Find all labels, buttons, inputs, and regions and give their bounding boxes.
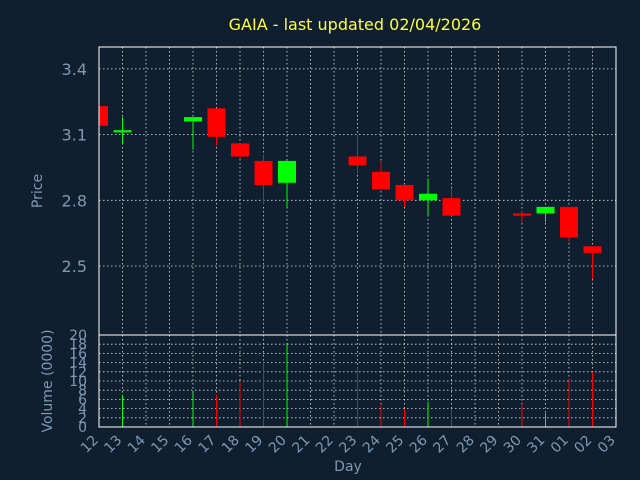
price-axis-ticks: 2.5 2.8 3.1 3.4 [62, 60, 87, 276]
x-tick-label-13: 13 [101, 433, 125, 457]
volume-panel-frame [98, 334, 617, 428]
chart-title: GAIA - last updated 02/04/2026 [229, 15, 482, 34]
candle-body-25 [395, 184, 414, 201]
candle-body-18 [231, 143, 249, 157]
x-tick-label-14: 14 [125, 432, 149, 456]
volume-tick-label: 16 [69, 346, 87, 362]
x-tick-label-26: 26 [407, 432, 431, 456]
volume-tick-label: 18 [69, 337, 87, 353]
candle-body-30 [513, 213, 531, 216]
x-tick-label-19: 19 [242, 433, 266, 457]
day-axis-label: Day [334, 459, 362, 475]
x-tick-label-01: 01 [548, 433, 572, 457]
price-tick-label: 3.1 [62, 126, 87, 145]
volume-tick-label: 12 [69, 365, 87, 381]
x-tick-label-25: 25 [383, 433, 407, 457]
x-tick-label-27: 27 [430, 433, 454, 457]
volume-tick-label: 6 [78, 392, 87, 408]
candle-body-27 [442, 198, 461, 216]
x-tick-label-02: 02 [571, 433, 595, 457]
x-tick-label-15: 15 [148, 433, 172, 457]
candle-body-12 [99, 106, 108, 126]
x-tick-label-16: 16 [172, 432, 196, 456]
x-tick-label-30: 30 [501, 433, 525, 457]
price-tick-label: 2.5 [62, 257, 87, 276]
volume-tick-label: 0 [78, 420, 87, 436]
price-axis-label: Price [30, 174, 46, 208]
volume-axis-label: Volume (0000) [40, 329, 56, 432]
volume-tick-label: 4 [78, 402, 87, 418]
candle-body-23 [348, 156, 367, 166]
candle-body-01 [560, 206, 578, 238]
candle-body-02 [583, 246, 602, 253]
candle-body-19 [254, 160, 273, 185]
price-gridlines [98, 47, 617, 335]
candle-body-17 [207, 108, 226, 137]
volume-tick-label: 14 [69, 356, 87, 372]
x-tick-label-23: 23 [336, 433, 360, 457]
volume-tick-label: 20 [69, 328, 87, 344]
x-tick-label-20: 20 [266, 433, 290, 457]
price-tick-label: 3.4 [62, 60, 87, 79]
x-tick-label-28: 28 [454, 433, 478, 457]
x-tick-label-29: 29 [477, 433, 501, 457]
x-tick-label-12: 12 [78, 433, 102, 457]
candle-body-31 [536, 206, 555, 214]
x-tick-label-17: 17 [195, 433, 219, 457]
candle-body-16 [184, 117, 202, 122]
x-tick-label-18: 18 [219, 433, 243, 457]
x-tick-label-21: 21 [289, 433, 313, 457]
x-tick-label-03: 03 [595, 433, 619, 457]
day-axis-ticks: 12 13 14 15 16 17 18 19 20 21 22 23 24 25 26 27 28 29 30 31… [78, 432, 619, 456]
price-candles [98, 106, 602, 280]
x-tick-label-31: 31 [524, 433, 548, 457]
candle-body-13 [113, 130, 132, 133]
volume-bars [122, 344, 593, 427]
x-tick-label-24: 24 [360, 432, 384, 456]
candle-body-24 [372, 171, 390, 190]
candle-body-26 [419, 193, 437, 201]
price-tick-label: 2.8 [62, 191, 87, 210]
x-tick-label-22: 22 [313, 433, 337, 457]
volume-tick-label: 10 [69, 374, 87, 390]
candle-body-20 [278, 160, 296, 183]
volume-tick-label: 2 [78, 411, 87, 427]
volume-tick-label: 8 [78, 383, 87, 399]
